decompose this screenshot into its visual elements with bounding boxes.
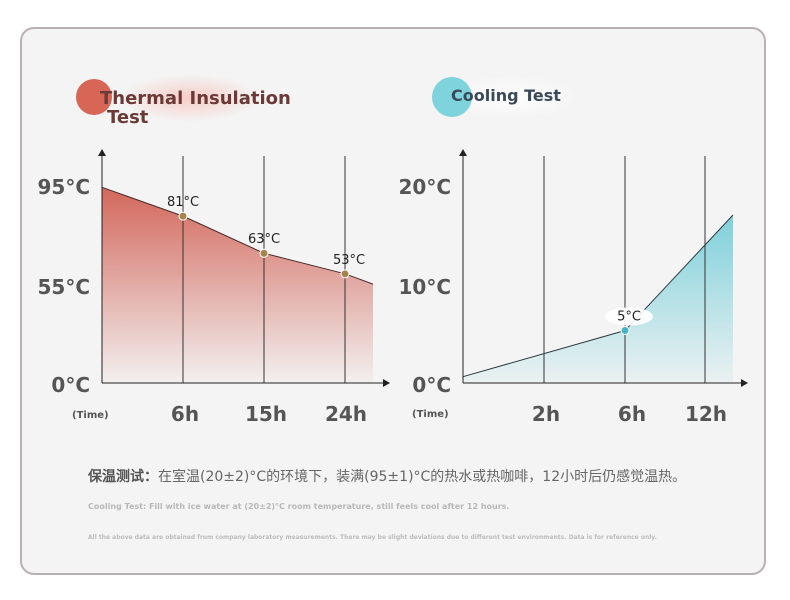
thermal-title-line2: Test <box>107 107 149 128</box>
label-53: 53°C <box>333 253 365 268</box>
insulation-note: 保温测试：在室温(20±2)°C的环境下，装满(95±1)°C的热水或热咖啡，1… <box>88 466 686 486</box>
label-5: 5°C <box>617 310 641 325</box>
point-24h <box>340 269 350 279</box>
cooling-title-dot <box>432 77 472 117</box>
y-tick-10: 10°C <box>398 275 451 299</box>
cooling-title-glow <box>438 75 582 119</box>
cooling-x-arrow <box>741 379 748 387</box>
cooling-chart: Cooling Test 20°C 10°C 0°C (Time) 2h 6h … <box>398 75 748 426</box>
insulation-note-text: 在室温(20±2)°C的环境下，装满(95±1)°C的热水或热咖啡，12小时后仍… <box>158 469 687 485</box>
x-tick-15h: 15h <box>245 402 287 426</box>
y-tick-20: 20°C <box>398 175 451 199</box>
label-5-glow <box>605 307 653 326</box>
thermal-title-line1: Thermal Insulation <box>100 88 291 109</box>
point-6h <box>178 211 188 221</box>
x-tick-24h: 24h <box>325 402 367 426</box>
thermal-y-arrow <box>98 149 106 156</box>
cooling-xlabel: (Time) <box>412 409 449 420</box>
y-tick-0: 0°C <box>51 373 90 397</box>
insulation-note-label: 保温测试： <box>88 469 158 485</box>
y-tick-0-cool: 0°C <box>412 373 451 397</box>
x-tick-6h-cool: 6h <box>618 402 646 426</box>
label-63: 63°C <box>248 232 280 247</box>
cooling-area <box>463 215 733 383</box>
x-tick-6h: 6h <box>171 402 199 426</box>
thermal-area <box>102 187 373 383</box>
title-dot <box>76 79 112 115</box>
cooling-note: Cooling Test: Fill with ice water at (20… <box>88 502 510 511</box>
disclaimer: All the above data are obtained from com… <box>88 534 657 541</box>
point-15h <box>259 248 269 258</box>
y-tick-95: 95°C <box>37 175 90 199</box>
cooling-y-arrow <box>459 149 467 156</box>
y-tick-55: 55°C <box>37 275 90 299</box>
thermal-xlabel: (Time) <box>72 410 109 421</box>
title-glow <box>120 74 260 122</box>
cooling-title: Cooling Test <box>451 86 561 105</box>
thermal-x-arrow <box>383 379 390 387</box>
x-tick-2h: 2h <box>532 402 560 426</box>
label-81: 81°C <box>167 195 199 210</box>
x-tick-12h: 12h <box>685 402 727 426</box>
point-6h-cool <box>620 326 630 335</box>
thermal-chart: Thermal Insulation Test 95°C 55°C 0°C (T… <box>37 74 390 426</box>
